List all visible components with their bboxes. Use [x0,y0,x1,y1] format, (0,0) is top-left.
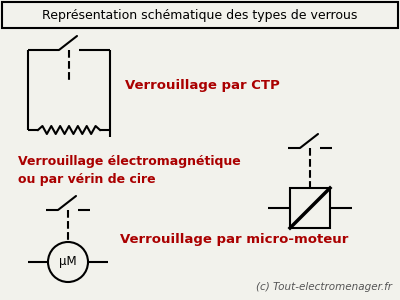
Bar [2,2,398,28]
Text: Verrouillage par micro-moteur: Verrouillage par micro-moteur [120,233,348,247]
Text: μM: μM [59,256,77,268]
Circle shape [48,242,88,282]
Text: Verrouillage par CTP: Verrouillage par CTP [125,79,280,92]
Bar [290,188,330,228]
Text: Verrouillage électromagnétique
ou par vérin de cire: Verrouillage électromagnétique ou par vé… [18,154,241,185]
Text: Représentation schématique des types de verrous: Représentation schématique des types de … [42,8,358,22]
Text: (c) Tout-electromenager.fr: (c) Tout-electromenager.fr [256,282,392,292]
